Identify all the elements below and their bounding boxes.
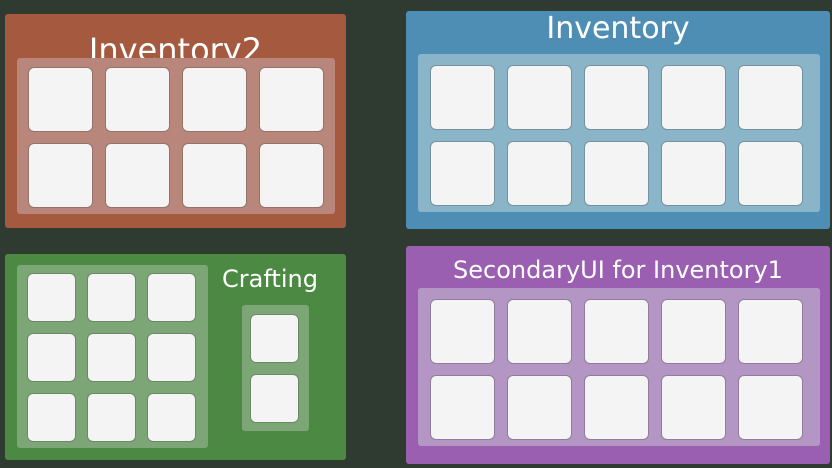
secondary-ui-panel: SecondaryUI for Inventory1	[406, 246, 830, 464]
secondary-ui-slot-grid	[418, 288, 820, 446]
crafting-panel: Crafting	[5, 254, 346, 460]
inventory2-slot[interactable]	[106, 144, 169, 207]
crafting-slot[interactable]	[88, 334, 135, 381]
secondary-ui-slot[interactable]	[739, 300, 802, 363]
crafting-slot[interactable]	[28, 394, 75, 441]
secondary-ui-slot[interactable]	[662, 376, 725, 439]
crafting-slot[interactable]	[148, 394, 195, 441]
secondary-ui-slot[interactable]	[431, 376, 494, 439]
crafting-slot-grid	[17, 265, 208, 448]
inventory-slot[interactable]	[431, 66, 494, 129]
inventory2-slot[interactable]	[260, 68, 323, 131]
inventory2-slot[interactable]	[29, 68, 92, 131]
inventory-slot[interactable]	[585, 66, 648, 129]
inventory-slot[interactable]	[662, 142, 725, 205]
inventory-slot-grid	[418, 54, 820, 212]
crafting-slot[interactable]	[88, 394, 135, 441]
inventory2-slot[interactable]	[260, 144, 323, 207]
crafting-result-slot[interactable]	[251, 315, 298, 362]
crafting-title: Crafting	[222, 265, 318, 293]
inventory-slot[interactable]	[508, 66, 571, 129]
secondary-ui-slot[interactable]	[508, 376, 571, 439]
inventory-slot[interactable]	[739, 66, 802, 129]
secondary-ui-slot[interactable]	[508, 300, 571, 363]
inventory2-slot[interactable]	[183, 68, 246, 131]
crafting-slot[interactable]	[148, 274, 195, 321]
inventory-slot[interactable]	[585, 142, 648, 205]
secondary-ui-slot[interactable]	[739, 376, 802, 439]
crafting-slot[interactable]	[88, 274, 135, 321]
secondary-ui-title: SecondaryUI for Inventory1	[453, 256, 783, 284]
secondary-ui-slot[interactable]	[431, 300, 494, 363]
inventory-slot[interactable]	[662, 66, 725, 129]
inventory-panel: Inventory	[406, 11, 830, 229]
crafting-result-slot[interactable]	[251, 375, 298, 422]
crafting-result-column	[242, 305, 309, 431]
crafting-slot[interactable]	[28, 334, 75, 381]
inventory2-panel: Inventory2	[5, 14, 346, 228]
inventory-title: Inventory	[546, 11, 690, 46]
inventory-slot[interactable]	[431, 142, 494, 205]
inventory-slot[interactable]	[508, 142, 571, 205]
inventory2-slot[interactable]	[183, 144, 246, 207]
secondary-ui-slot[interactable]	[585, 376, 648, 439]
inventory2-slot-grid	[17, 58, 335, 214]
secondary-ui-slot[interactable]	[662, 300, 725, 363]
inventory-slot[interactable]	[739, 142, 802, 205]
secondary-ui-slot[interactable]	[585, 300, 648, 363]
crafting-slot[interactable]	[148, 334, 195, 381]
crafting-slot[interactable]	[28, 274, 75, 321]
inventory2-slot[interactable]	[29, 144, 92, 207]
inventory2-slot[interactable]	[106, 68, 169, 131]
